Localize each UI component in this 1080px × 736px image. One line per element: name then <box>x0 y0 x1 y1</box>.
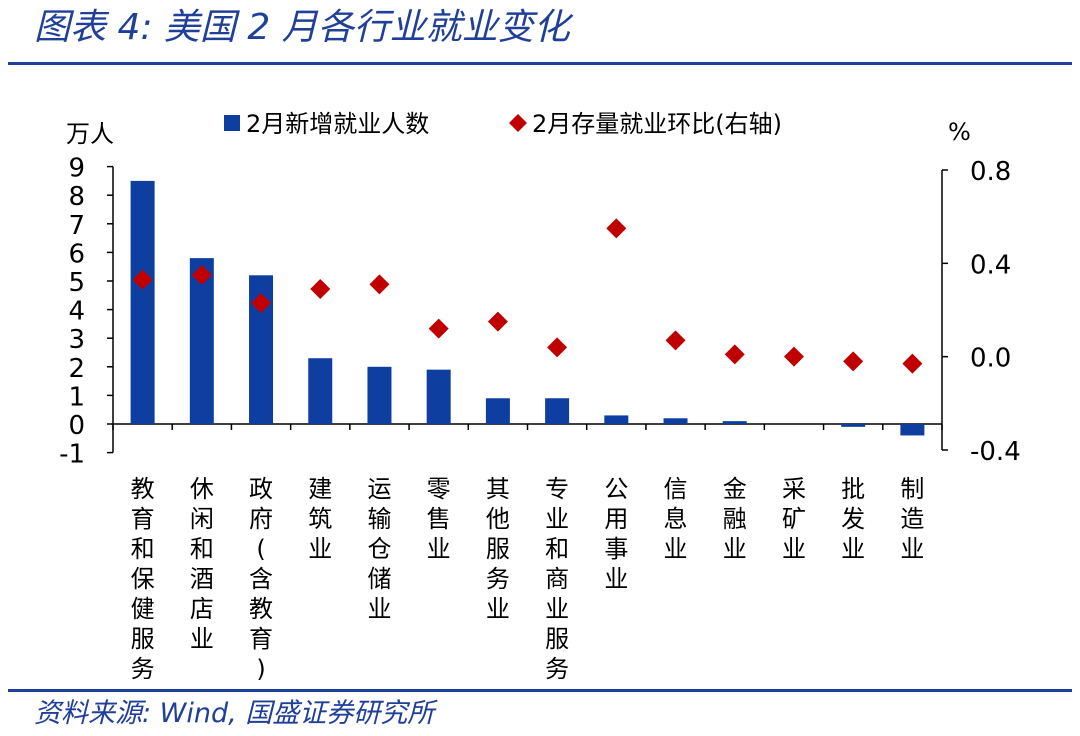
bar <box>249 275 274 424</box>
y-right-unit: % <box>948 118 971 146</box>
bar <box>367 366 392 424</box>
diamond-marker <box>369 274 390 295</box>
category-labels: 教育和保健服务 休闲和酒店业 政府(含教育) 建筑业 运输仓储业 零售业 其他服务业 专业和商… <box>131 475 925 683</box>
diamond-marker <box>310 279 331 299</box>
category-label: 金融业 <box>723 475 747 563</box>
bar <box>604 415 629 424</box>
diamond-marker <box>902 353 923 374</box>
y-left-tick-label: 1 <box>68 382 85 412</box>
diamond-marker <box>606 218 627 239</box>
category-label: 休闲和酒店业 <box>190 475 214 653</box>
bar <box>485 398 510 424</box>
y-left-tick-label: 2 <box>68 354 85 384</box>
title-underline <box>8 62 1072 65</box>
legend-bar-label: 2月新增就业人数 <box>246 110 429 138</box>
y-right-tick-label: 0.4 <box>970 250 1011 280</box>
category-label: 建筑业 <box>308 475 332 563</box>
category-label: 制造业 <box>900 475 924 563</box>
marker-series <box>132 218 923 374</box>
y-left-tick-label: 8 <box>68 182 85 212</box>
bar <box>426 369 451 424</box>
bar <box>841 424 866 427</box>
diamond-marker <box>843 351 864 372</box>
diamond-marker <box>191 265 212 285</box>
diamond-marker <box>665 330 686 351</box>
y-left-tick-label: 0 <box>68 411 85 441</box>
category-label: 批发业 <box>841 475 865 563</box>
diamond-marker <box>428 318 449 339</box>
y-left-tick-label: 9 <box>68 154 85 184</box>
y-left-tick-label: 7 <box>68 211 85 241</box>
diamond-marker <box>251 293 272 313</box>
bar-series <box>130 180 925 436</box>
y-right-tick-label: 0.0 <box>970 344 1011 374</box>
legend: 2月新增就业人数 2月存量就业环比(右轴) <box>224 110 782 138</box>
bar <box>722 421 747 424</box>
legend-diamond-swatch <box>509 114 527 132</box>
figure-title: 图表 4: 美国 2 月各行业就业变化 <box>34 7 570 48</box>
category-label: 专业和商业服务 <box>545 475 569 683</box>
category-label: 运输仓储业 <box>367 475 391 623</box>
bar <box>900 424 925 436</box>
y-left-tick-label: 6 <box>68 239 85 269</box>
y-right-tick-label: 0.8 <box>970 157 1011 187</box>
footer-rule <box>8 689 1072 692</box>
legend-marker-label: 2月存量就业环比(右轴) <box>532 110 782 138</box>
diamond-marker <box>724 344 745 365</box>
source-note: 资料来源: Wind, 国盛证券研究所 <box>34 698 435 729</box>
bar <box>130 180 155 424</box>
category-label: 政府(含教育) <box>249 475 273 683</box>
y-right-tick-label: -0.4 <box>970 437 1021 467</box>
y-left-tick-label: 5 <box>68 268 85 298</box>
category-label: 教育和保健服务 <box>131 475 155 683</box>
category-label: 信息业 <box>664 475 688 563</box>
y-left-tick-label: 3 <box>68 325 85 355</box>
category-label: 采矿业 <box>782 475 806 563</box>
diamond-marker <box>547 337 568 358</box>
legend-bar-swatch <box>224 115 240 131</box>
category-label: 其他服务业 <box>486 475 510 623</box>
diamond-marker <box>487 311 508 332</box>
category-label: 公用事业 <box>604 475 628 593</box>
category-label: 零售业 <box>427 475 451 563</box>
bar <box>308 358 333 424</box>
y-left-tick-label: -1 <box>59 440 85 470</box>
diamond-marker <box>132 269 153 290</box>
y-left-tick-label: 4 <box>68 297 85 327</box>
y-left-unit: 万人 <box>66 120 114 148</box>
bar <box>545 398 570 424</box>
bar <box>189 258 214 424</box>
bar <box>663 418 688 424</box>
diamond-marker <box>783 346 804 367</box>
